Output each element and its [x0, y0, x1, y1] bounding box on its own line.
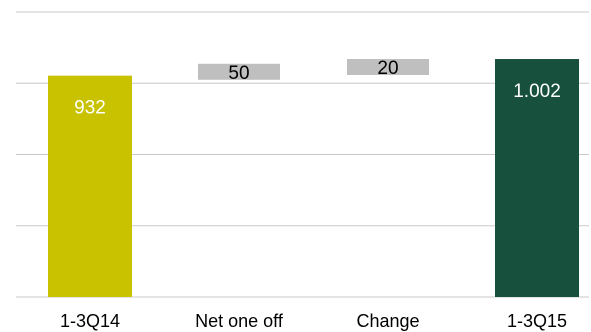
x-tick-labels: 1-3Q14 Net one off Change 1-3Q15 — [60, 311, 567, 331]
data-labels: 932 50 20 1.002 — [74, 58, 561, 119]
x-tick-label: 1-3Q14 — [60, 311, 120, 331]
bar-1-3q15 — [495, 59, 579, 298]
bars — [48, 59, 579, 298]
data-label: 932 — [74, 98, 106, 119]
data-label: 1.002 — [513, 81, 561, 102]
data-label: 50 — [228, 63, 249, 84]
x-tick-label: Net one off — [195, 311, 284, 331]
x-tick-label: Change — [356, 311, 419, 331]
data-label: 20 — [377, 58, 398, 79]
bar-1-3q14 — [48, 75, 132, 298]
x-tick-label: 1-3Q15 — [507, 311, 567, 331]
bar-net-one-off — [198, 63, 280, 80]
bar-change — [347, 59, 429, 76]
